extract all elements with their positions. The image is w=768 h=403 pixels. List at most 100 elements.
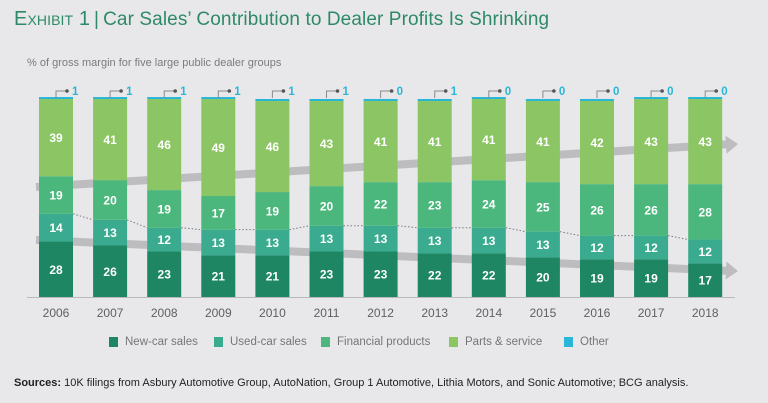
value-label: 43 [699, 135, 713, 149]
callout-dot [552, 89, 556, 93]
callout-dot [443, 89, 448, 93]
bar-segment-parts-service-2011 [309, 100, 344, 187]
other-value-label: 1 [72, 86, 79, 98]
value-label: 13 [374, 232, 388, 246]
other-value-label: 0 [721, 86, 727, 98]
bar-segment-financial-products-2012 [363, 182, 398, 226]
other-callout-2018: 0 [704, 86, 728, 98]
value-label: 20 [320, 199, 334, 213]
bar-segment-financial-products-2010 [255, 192, 290, 230]
legend-label: Used-car sales [230, 336, 307, 348]
callout-dot [660, 89, 664, 93]
value-label: 20 [103, 193, 117, 207]
value-label: 21 [266, 270, 280, 284]
callout-dot [335, 89, 340, 93]
bar-segment-used-car-sales-2014 [471, 227, 506, 254]
bar-segment-new-car-sales-2009 [201, 255, 236, 297]
x-tick-label: 2006 [43, 306, 70, 320]
bar-segment-new-car-sales-2010 [255, 255, 290, 297]
bar-segment-financial-products-2013 [417, 182, 452, 228]
other-callout-2014: 0 [488, 86, 511, 98]
chart-subtitle: % of gross margin for five large public … [27, 57, 282, 69]
callout-leader-line [542, 90, 554, 98]
bar-segment-used-car-sales-2008 [147, 227, 182, 252]
bar-segment-parts-service-2018 [688, 99, 723, 185]
title-separator: | [94, 9, 100, 30]
callout-leader-line [596, 90, 608, 98]
value-label: 22 [482, 269, 496, 283]
other-value-label: 0 [397, 86, 403, 98]
bar-segment-used-car-sales-2006 [39, 213, 73, 242]
legend-label: Parts & service [465, 336, 543, 348]
x-tick-labels: 2006 2007 2008 2009 2010 2011 2012 2013 2014 2015… [43, 306, 719, 320]
bar-segment-parts-service-2012 [363, 100, 398, 183]
value-label: 13 [536, 238, 550, 252]
x-tick-label: 2010 [259, 306, 286, 320]
sources-text: 10K filings from Asbury Automotive Group… [64, 377, 689, 389]
other-value-label: 0 [613, 86, 619, 98]
bar-segment-financial-products-2011 [309, 186, 344, 226]
x-tick-label: 2012 [367, 306, 394, 320]
bar-segment-parts-service-2017 [634, 99, 669, 185]
bar-segment-used-car-sales-2011 [309, 225, 344, 252]
bar-segment-new-car-sales-2013 [417, 253, 452, 297]
other-callout-2016: 0 [596, 86, 619, 98]
other-value-label: 0 [667, 86, 673, 98]
value-label: 42 [590, 136, 604, 150]
value-label: 17 [212, 206, 226, 220]
value-label: 24 [482, 197, 496, 211]
bar-segment-new-car-sales-2006 [39, 241, 73, 297]
value-label: 13 [103, 226, 117, 240]
value-label: 26 [644, 203, 658, 217]
callout-leader-line [55, 90, 67, 98]
value-label: 23 [158, 268, 172, 282]
value-label: 14 [49, 221, 63, 235]
bar-segment-new-car-sales-2014 [471, 253, 506, 297]
callout-leader-line [163, 90, 176, 98]
value-label: 28 [49, 263, 63, 277]
bars-group [39, 97, 723, 297]
callout-dot [119, 89, 123, 93]
callout-dot [281, 89, 286, 93]
callout-dot [606, 89, 610, 93]
bar-segment-other-2008 [147, 97, 182, 100]
value-label: 21 [212, 270, 226, 284]
dotted-trend-segment [289, 225, 310, 231]
value-label: 26 [103, 265, 117, 279]
legend-label: Other [580, 336, 609, 348]
bar-segment-used-car-sales-2009 [201, 229, 236, 256]
bar-segment-used-car-sales-2018 [688, 239, 723, 264]
bar-segment-used-car-sales-2015 [525, 231, 560, 258]
x-tick-label: 2018 [692, 306, 719, 320]
bar-segment-financial-products-2015 [525, 182, 560, 232]
dotted-trend-segment [505, 227, 526, 233]
other-value-label: 1 [234, 86, 241, 98]
bar-segment-parts-service-2014 [471, 99, 506, 181]
value-label: 41 [482, 133, 496, 147]
bar-segment-other-2006 [39, 97, 73, 100]
value-label: 49 [212, 141, 226, 155]
bar-segment-other-2015 [525, 98, 560, 101]
other-callout-2006: 1 [55, 86, 79, 98]
value-label: 23 [428, 198, 442, 212]
callout-leader-line [326, 90, 338, 98]
legend: New-car sales Used-car sales Financial p… [0, 336, 768, 352]
bar-segment-used-car-sales-2012 [363, 225, 398, 252]
bar-segment-new-car-sales-2017 [634, 259, 669, 297]
bar-segment-new-car-sales-2016 [580, 259, 614, 297]
other-callout-2015: 0 [542, 86, 565, 98]
legend-swatch [321, 337, 330, 347]
value-label: 13 [212, 236, 226, 250]
other-callout-2010: 1 [271, 86, 295, 98]
value-label: 41 [536, 135, 550, 149]
bar-segment-used-car-sales-2013 [417, 227, 452, 254]
bar-segment-financial-products-2007 [93, 180, 128, 220]
value-label: 46 [266, 140, 280, 154]
legend-item-financial: Financial products [321, 336, 430, 348]
bar-segment-other-2011 [309, 99, 344, 101]
bar-segment-used-car-sales-2010 [255, 229, 290, 256]
value-label: 41 [103, 133, 117, 147]
callout-dot [389, 89, 394, 93]
bar-segment-parts-service-2016 [580, 100, 614, 185]
value-label: 12 [158, 233, 172, 247]
